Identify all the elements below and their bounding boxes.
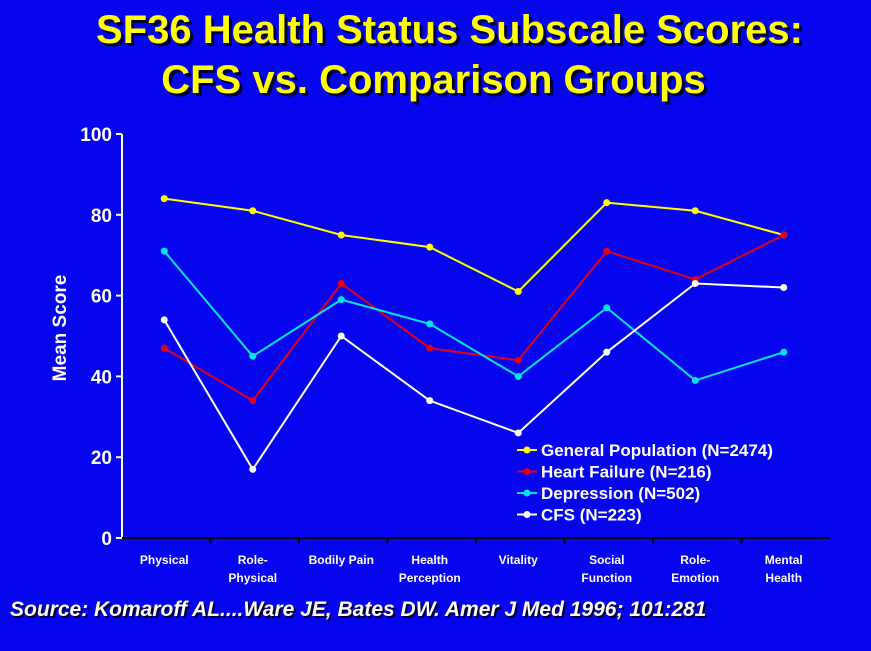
y-tick-label: 60 — [91, 287, 112, 308]
data-point-depression — [160, 247, 168, 255]
series-line-cfs — [163, 282, 784, 472]
data-point-heart-failure — [426, 344, 434, 352]
legend-marker-general-population — [523, 446, 531, 454]
source-citation: Source: Komaroff AL....Ware JE, Bates DW… — [10, 598, 707, 621]
y-tick-label: 0 — [101, 529, 112, 550]
legend-label-heart-failure: Heart Failure (N=216) — [541, 463, 712, 482]
x-tick-label: Vitality — [499, 553, 538, 567]
data-point-general-population — [249, 207, 257, 215]
x-tick-label: Function — [581, 571, 632, 585]
data-point-depression — [249, 352, 257, 360]
data-point-general-population — [160, 195, 168, 203]
data-point-cfs — [691, 279, 699, 287]
legend-marker-cfs — [523, 511, 531, 518]
x-tick-label: Physical — [140, 553, 189, 567]
legend-label-general-population: General Population (N=2474) — [541, 441, 773, 460]
x-tick-label: Bodily Pain — [309, 553, 374, 567]
data-point-cfs — [514, 429, 522, 437]
x-tick-label: Physical — [228, 571, 277, 585]
x-tick-label: Mental — [765, 553, 803, 567]
data-point-heart-failure — [160, 344, 168, 352]
data-point-heart-failure — [514, 356, 522, 364]
data-point-depression — [691, 376, 699, 384]
data-point-heart-failure — [780, 231, 788, 239]
data-point-heart-failure — [603, 247, 611, 255]
series-line-depression — [163, 250, 785, 382]
data-point-general-population — [514, 288, 522, 296]
data-point-heart-failure — [337, 279, 345, 287]
data-point-heart-failure — [249, 397, 257, 405]
y-tick-label: 20 — [91, 448, 112, 469]
data-point-cfs — [249, 465, 257, 473]
data-point-cfs — [337, 332, 345, 340]
x-tick-label: Perception — [399, 571, 461, 585]
legend-marker-heart-failure — [523, 468, 531, 475]
x-tick-label: Health — [765, 571, 802, 585]
data-point-cfs — [603, 348, 611, 356]
x-tick-label: Health — [411, 553, 448, 567]
y-tick-label: 40 — [91, 367, 112, 388]
data-point-cfs — [426, 397, 434, 405]
y-tick-label: 100 — [80, 125, 112, 146]
data-point-general-population — [691, 207, 699, 215]
data-point-general-population — [426, 243, 434, 251]
legend-label-depression: Depression (N=502) — [541, 484, 700, 503]
data-point-depression — [337, 296, 345, 304]
data-point-cfs — [780, 284, 788, 292]
x-tick-label: Role- — [680, 553, 710, 567]
legend-label-cfs: CFS (N=223) — [541, 506, 642, 525]
chart-subtitle: CFS vs. Comparison Groups — [161, 58, 706, 102]
series-line-general-population — [164, 197, 785, 293]
data-point-depression — [603, 304, 611, 312]
x-tick-label: Social — [589, 553, 624, 567]
data-point-depression — [426, 320, 434, 328]
series-line-heart-failure — [163, 234, 785, 402]
data-point-general-population — [603, 199, 611, 207]
y-axis-label: Mean Score — [50, 275, 71, 382]
y-tick-label: 80 — [91, 206, 112, 227]
data-point-general-population — [337, 231, 345, 239]
data-point-depression — [780, 348, 788, 356]
x-tick-label: Role- — [238, 553, 268, 567]
data-point-cfs — [160, 316, 168, 324]
chart-title: SF36 Health Status Subscale Scores: — [96, 8, 803, 52]
x-tick-label: Emotion — [671, 571, 719, 585]
legend-marker-depression — [523, 489, 531, 497]
data-point-depression — [514, 372, 522, 380]
